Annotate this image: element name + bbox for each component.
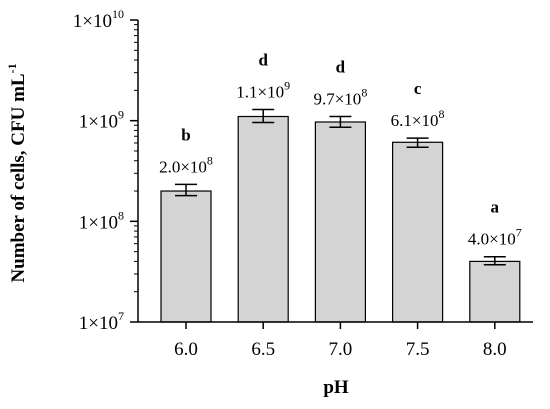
data-label-6.0: 2.0×108 bbox=[159, 153, 213, 176]
data-label-8.0-exponent: 7 bbox=[516, 226, 522, 240]
y-axis-title: Number of cells, CFU mL-1 bbox=[5, 63, 29, 282]
x-tick-label-7.5: 7.5 bbox=[406, 339, 430, 360]
data-label-6.5-base: 1.1×10 bbox=[236, 83, 284, 102]
bar-8.0 bbox=[469, 260, 521, 323]
data-label-7.0-exponent: 8 bbox=[361, 85, 367, 99]
y-tick-label-7: 1×107 bbox=[79, 309, 124, 334]
data-label-6.0-exponent: 8 bbox=[207, 153, 213, 167]
data-label-7.5-exponent: 8 bbox=[439, 107, 445, 121]
significance-letter-7.5: c bbox=[414, 79, 422, 98]
bar-7.5 bbox=[392, 141, 444, 323]
data-label-8.0-base: 4.0×10 bbox=[468, 230, 516, 249]
x-tick-label-6.0: 6.0 bbox=[174, 339, 198, 360]
y-tick-label-base: 1×10 bbox=[79, 112, 118, 133]
bar-6.5 bbox=[237, 115, 289, 323]
data-label-7.0-base: 9.7×10 bbox=[313, 89, 361, 108]
significance-letter-6.5: d bbox=[258, 51, 268, 70]
bars-layer bbox=[160, 115, 521, 323]
y-tick-label-base: 1×10 bbox=[79, 313, 118, 334]
data-label-7.5-base: 6.1×10 bbox=[391, 111, 439, 130]
x-axis-title: pH bbox=[323, 377, 349, 398]
data-label-6.5: 1.1×109 bbox=[236, 79, 290, 102]
y-tick-label-exponent: 10 bbox=[112, 7, 124, 21]
y-tick-label-exponent: 9 bbox=[118, 108, 124, 122]
data-label-6.0-base: 2.0×10 bbox=[159, 157, 207, 176]
y-axis-title-text: Number of cells, CFU mL bbox=[8, 73, 29, 282]
y-tick-label-10: 1×1010 bbox=[73, 7, 124, 32]
y-tick-label-base: 1×10 bbox=[79, 212, 118, 233]
y-tick-label-8: 1×108 bbox=[79, 208, 124, 233]
data-label-6.5-exponent: 9 bbox=[284, 79, 290, 93]
y-axis-title-superscript: -1 bbox=[5, 63, 19, 73]
significance-letters-layer: b d d c a bbox=[181, 51, 499, 217]
y-tick-label-base: 1×10 bbox=[73, 11, 112, 32]
significance-letter-6.0: b bbox=[181, 125, 190, 144]
y-tick-label-exponent: 8 bbox=[118, 208, 124, 222]
bar-6.0 bbox=[160, 190, 212, 323]
x-tick-label-7.0: 7.0 bbox=[329, 339, 353, 360]
data-label-7.5: 6.1×108 bbox=[391, 107, 445, 130]
bar-7.0 bbox=[314, 121, 366, 323]
y-tick-label-9: 1×109 bbox=[79, 108, 124, 133]
data-label-7.0: 9.7×108 bbox=[313, 85, 367, 108]
y-tick-label-exponent: 7 bbox=[118, 309, 124, 323]
x-tick-label-6.5: 6.5 bbox=[251, 339, 275, 360]
data-label-8.0: 4.0×107 bbox=[468, 226, 522, 249]
error-bars-layer bbox=[175, 108, 506, 266]
significance-letter-7.0: d bbox=[336, 57, 346, 76]
x-tick-label-8.0: 8.0 bbox=[483, 339, 507, 360]
significance-letter-8.0: a bbox=[491, 198, 500, 217]
